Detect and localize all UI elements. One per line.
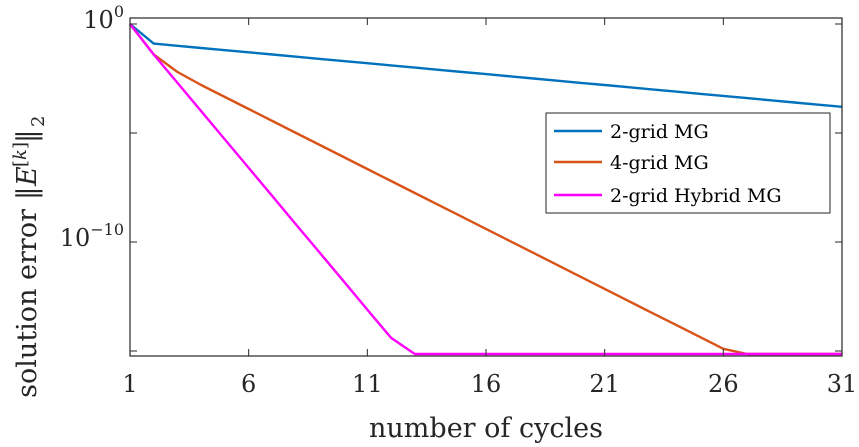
y-tick-label: 100 [83, 2, 124, 34]
x-tick-label: 16 [471, 370, 502, 398]
plot-frame [129, 17, 843, 357]
math-e: E [12, 166, 43, 187]
y-tick-label: 10−10 [60, 220, 124, 252]
x-tick-label: 6 [241, 370, 256, 398]
x-axis-title: number of cycles [369, 413, 603, 444]
legend-label-4grid: 4-grid MG [610, 152, 709, 174]
x-tick-label: 31 [827, 370, 858, 398]
series-line-2grid-mg [129, 23, 843, 108]
x-tick-label: 11 [352, 370, 383, 398]
norm-open: ‖ [12, 187, 43, 201]
norm-close: ‖ [12, 130, 43, 144]
y-axis-title-text: solution error [12, 209, 43, 398]
y-axis-title-math: ‖ E [k] ‖ 2 [10, 116, 49, 200]
math-superscript-k: [k] [10, 142, 31, 167]
legend-label-2grid: 2-grid MG [610, 121, 709, 143]
legend: 2-grid MG 4-grid MG 2-grid Hybrid MG [545, 112, 831, 214]
x-tick-label: 26 [708, 370, 739, 398]
series-line-4grid-mg [129, 23, 842, 356]
x-tick-label: 21 [589, 370, 620, 398]
y-axis-title: solution error ‖ E [k] ‖ 2 [10, 116, 49, 398]
math-subscript-2: 2 [28, 116, 49, 127]
x-tick-label: 1 [122, 370, 137, 398]
legend-label-hybrid: 2-grid Hybrid MG [610, 185, 782, 207]
